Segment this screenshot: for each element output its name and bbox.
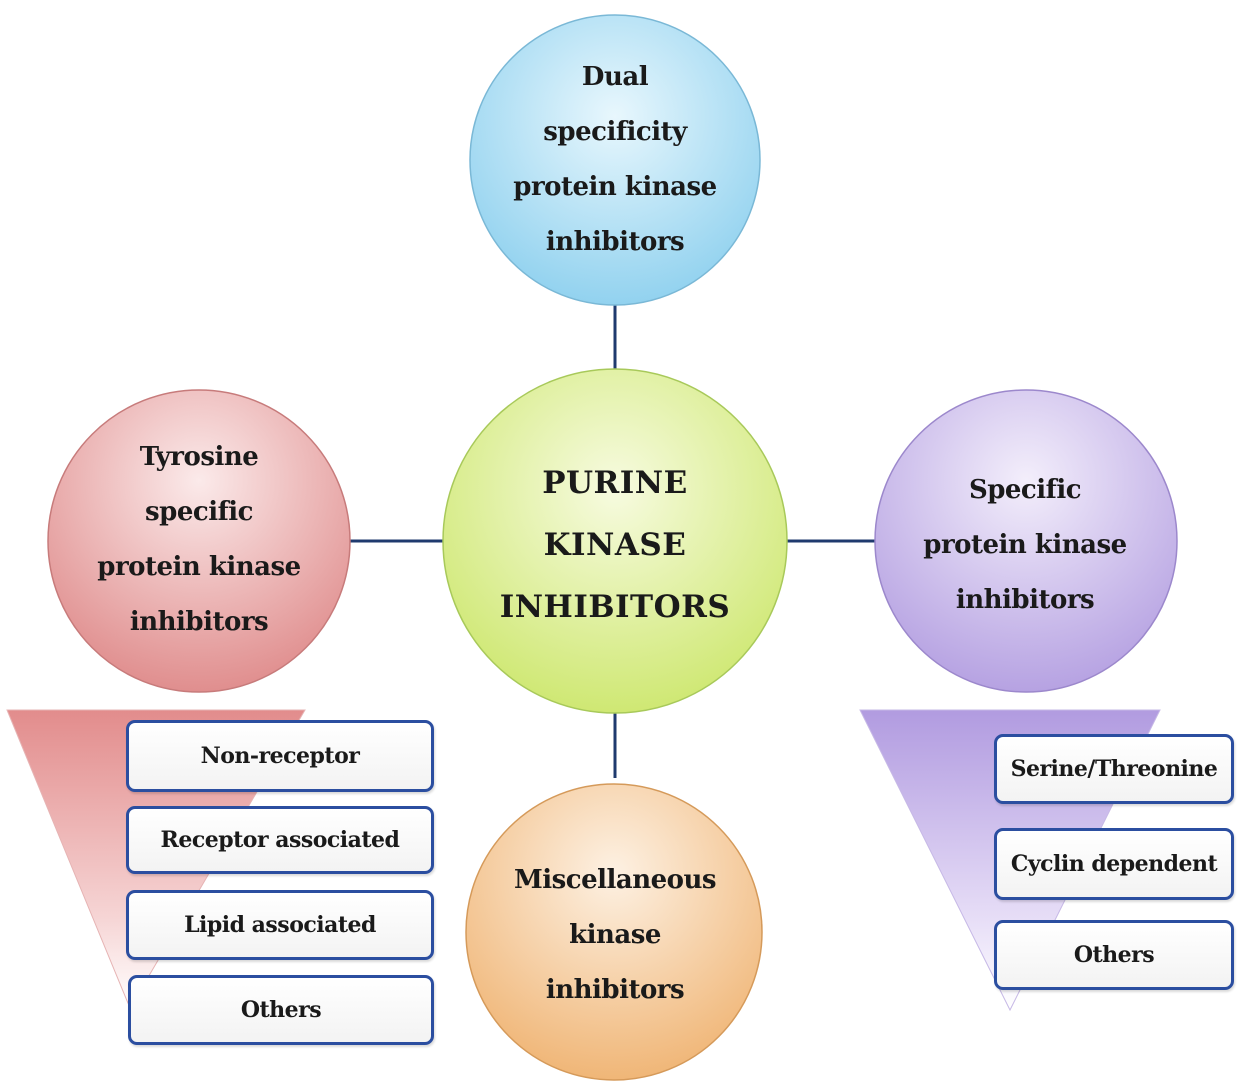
right-circle xyxy=(874,389,1178,693)
left-subtype-box-4: Others xyxy=(128,975,434,1045)
left-circle xyxy=(47,389,351,693)
bottom-circle xyxy=(465,783,763,1081)
right-subtype-box-3: Others xyxy=(994,920,1234,990)
left-subtype-box-2: Receptor associated xyxy=(126,806,434,874)
left-circle-label: Tyrosine specific protein kinase inhibit… xyxy=(97,442,301,637)
right-subtype-box-2: Cyclin dependent xyxy=(994,828,1234,900)
right-subtype-box-1: Serine/Threonine xyxy=(994,734,1234,804)
center-circle-label: PURINE KINASE INHIBITORS xyxy=(499,465,731,625)
right-circle-label: Specific protein kinase inhibitors xyxy=(923,474,1127,615)
left-subtype-box-3: Lipid associated xyxy=(126,890,434,960)
top-circle-label: Dual specificity protein kinase inhibito… xyxy=(513,62,717,257)
bottom-circle-label: Miscellaneous kinase inhibitors xyxy=(513,864,717,1005)
left-subtype-box-1: Non-receptor xyxy=(126,720,434,792)
center-circle xyxy=(442,368,788,714)
top-circle xyxy=(469,14,761,306)
